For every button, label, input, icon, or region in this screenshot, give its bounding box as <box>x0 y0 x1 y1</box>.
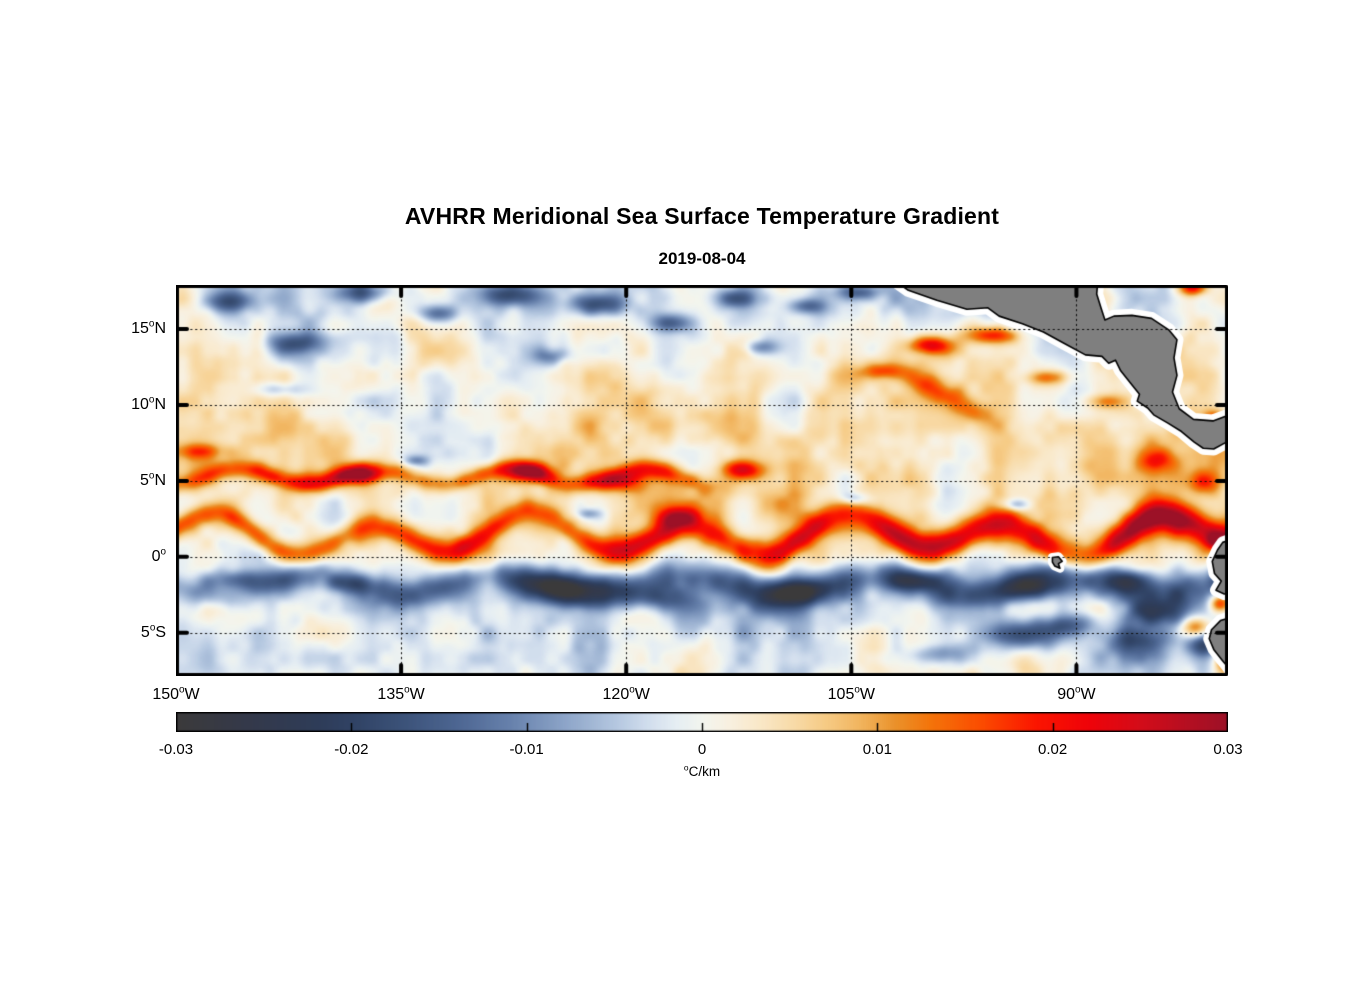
colorbar-tick-label: -0.03 <box>158 741 194 758</box>
colorbar-tick-label: -0.01 <box>509 741 544 758</box>
map-plot-area <box>176 285 1228 676</box>
y-tick-label: 15oN <box>131 318 166 338</box>
colorbar-tick-label: 0.01 <box>862 741 892 758</box>
x-tick-label: 150oW <box>152 684 200 703</box>
y-tick-label: 5oS <box>140 622 166 641</box>
colorbar-canvas <box>176 712 1228 732</box>
chart-title: AVHRR Meridional Sea Surface Temperature… <box>404 203 1000 229</box>
y-tick-label: 10oN <box>131 394 166 413</box>
x-tick-label: 90oW <box>1057 684 1096 703</box>
x-tick-label: 120oW <box>602 684 650 703</box>
colorbar-tick-label: 0.03 <box>1213 741 1243 758</box>
x-tick-label: 135oW <box>377 684 425 703</box>
colorbar <box>176 712 1228 732</box>
colorbar-tick-label: 0 <box>697 741 707 758</box>
chart-subtitle: 2019-08-04 <box>658 249 746 268</box>
colorbar-unit-label: oC/km <box>683 762 721 779</box>
colorbar-tick-label: -0.02 <box>334 741 369 758</box>
y-tick-label: 5oN <box>140 470 166 489</box>
x-tick-label: 105oW <box>827 684 875 703</box>
colorbar-tick-label: 0.02 <box>1038 741 1068 758</box>
sst-gradient-heatmap-canvas <box>176 285 1228 676</box>
y-tick-label: 0o <box>151 546 166 565</box>
